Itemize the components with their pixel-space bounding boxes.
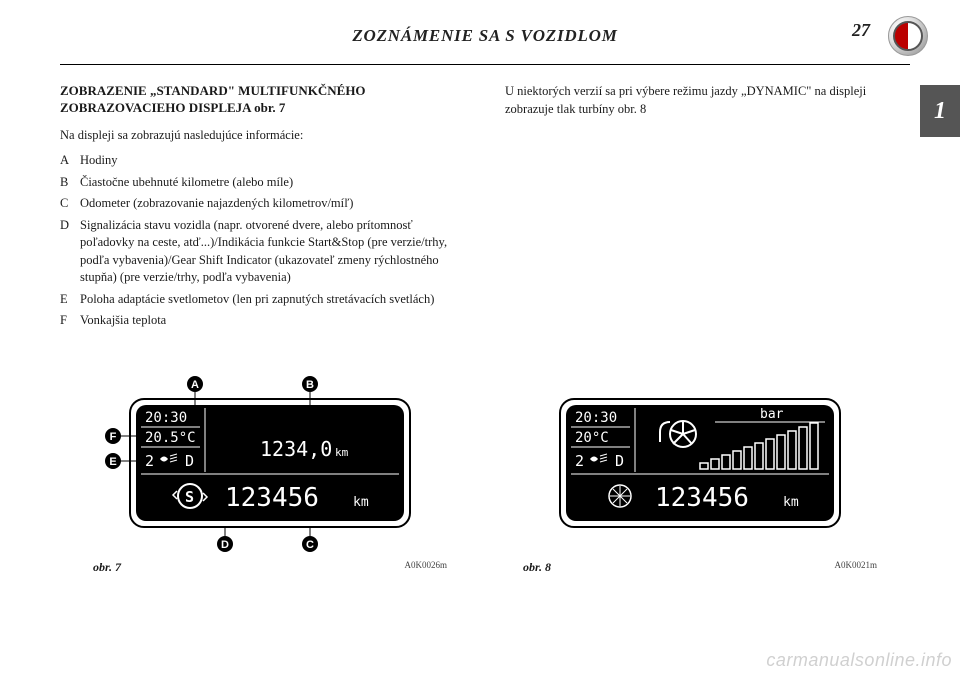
fig7-gear: 2	[145, 452, 154, 470]
fig8-code: A0K0021m	[835, 560, 878, 575]
fig8-svg: 20:30 20°C 2 D	[515, 374, 885, 554]
figure-7: 20:30 20.5°C 2 D 1234,0 km	[85, 374, 455, 575]
fig7-caption: obr. 7	[93, 560, 121, 575]
page-header: ZOZNÁMENIE SA S VOZIDLOM 27	[60, 20, 910, 52]
fig7-code: A0K0026m	[405, 560, 448, 575]
header-divider	[60, 64, 910, 65]
svg-text:S: S	[185, 488, 194, 506]
page-number: 27	[852, 20, 870, 41]
fig7-trip-unit: km	[335, 446, 349, 459]
list-item: AHodiny	[60, 152, 465, 170]
section-tab: 1	[920, 85, 960, 137]
gear-d: D	[185, 452, 194, 470]
info-list: AHodiny BČiastočne ubehnuté kilometre (a…	[60, 152, 465, 330]
header-title: ZOZNÁMENIE SA S VOZIDLOM	[60, 26, 910, 46]
fig8-bar-label: bar	[760, 407, 784, 422]
figure-8: 20:30 20°C 2 D	[515, 374, 885, 575]
right-column: U niektorých verzií sa pri výbere režimu…	[505, 83, 910, 334]
fig8-time: 20:30	[575, 410, 617, 426]
fig7-temp: 20.5°C	[145, 430, 196, 446]
svg-text:B: B	[306, 379, 314, 391]
svg-text:D: D	[221, 539, 229, 551]
content-columns: ZOBRAZENIE „STANDARD" MULTIFUNKČNÉHO ZOB…	[60, 83, 910, 334]
fig7-odo: 123456	[225, 483, 319, 513]
list-item: BČiastočne ubehnuté kilometre (alebo míl…	[60, 174, 465, 192]
section-title: ZOBRAZENIE „STANDARD" MULTIFUNKČNÉHO ZOB…	[60, 83, 465, 117]
fig8-temp: 20°C	[575, 430, 609, 446]
fig7-time: 20:30	[145, 410, 187, 426]
fig8-odo-unit: km	[783, 495, 799, 510]
fig8-gear: 2	[575, 452, 584, 470]
svg-text:E: E	[109, 456, 116, 468]
brand-logo-icon	[888, 16, 928, 56]
list-item: EPoloha adaptácie svetlometov (len pri z…	[60, 291, 465, 309]
fig7-odo-unit: km	[353, 495, 369, 510]
svg-text:C: C	[306, 539, 314, 551]
list-item: FVonkajšia teplota	[60, 312, 465, 330]
list-item: COdometer (zobrazovanie najazdených kilo…	[60, 195, 465, 213]
svg-text:D: D	[615, 452, 624, 470]
figure-row: 20:30 20.5°C 2 D 1234,0 km	[60, 374, 910, 575]
intro-text: Na displeji sa zobrazujú nasledujúce inf…	[60, 127, 465, 145]
watermark: carmanualsonline.info	[766, 650, 952, 671]
svg-text:F: F	[110, 431, 117, 443]
left-column: ZOBRAZENIE „STANDARD" MULTIFUNKČNÉHO ZOB…	[60, 83, 465, 334]
fig7-trip: 1234,0	[260, 437, 332, 461]
list-item: DSignalizácia stavu vozidla (napr. otvor…	[60, 217, 465, 287]
fig7-svg: 20:30 20.5°C 2 D 1234,0 km	[85, 374, 455, 554]
fig8-odo: 123456	[655, 483, 749, 513]
fig8-caption: obr. 8	[523, 560, 551, 575]
svg-text:A: A	[191, 379, 199, 391]
right-text: U niektorých verzií sa pri výbere režimu…	[505, 83, 910, 118]
steering-icon	[609, 485, 631, 507]
